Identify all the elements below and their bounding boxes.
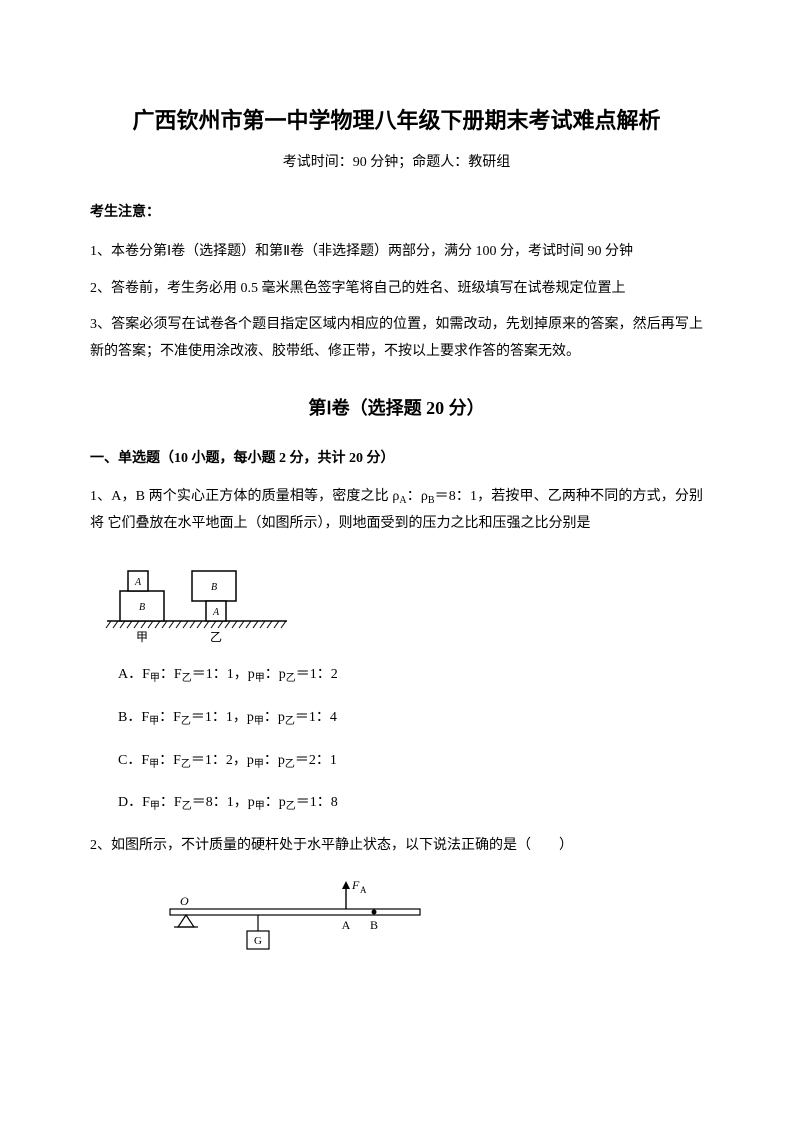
q1-stem-line2: 它们叠放在水平地面上（如图所示），则地面受到的压力之比和压强之比分别是 — [108, 516, 591, 531]
q1-option-a: A．F甲：F乙＝1：1，p甲：p乙＝1：2 — [118, 662, 703, 689]
exam-page: 广西钦州市第一中学物理八年级下册期末考试难点解析 考试时间：90 分钟；命题人：… — [0, 0, 793, 1122]
q1-option-d: D．F甲：F乙＝8：1，p甲：p乙＝1：8 — [118, 790, 703, 817]
q1-stem-pre: 1、A，B 两个实心正方体的质量相等，密度之比 ρ — [90, 489, 399, 504]
notice-1: 1、本卷分第Ⅰ卷（选择题）和第Ⅱ卷（非选择题）两部分，满分 100 分，考试时间… — [90, 239, 703, 266]
svg-text:A: A — [342, 918, 351, 932]
section1-heading: 一、单选题（10 小题，每小题 2 分，共计 20 分） — [90, 446, 703, 473]
q1-stem: 1、A，B 两个实心正方体的质量相等，密度之比 ρA：ρB＝8：1，若按甲、乙两… — [90, 484, 703, 537]
q2-stem: 2、如图所示，不计质量的硬杆处于水平静止状态，以下说法正确的是（ ） — [90, 833, 703, 860]
q1-option-b: B．F甲：F乙＝1：1，p甲：p乙＝1：4 — [118, 705, 703, 732]
q1-options: A．F甲：F乙＝1：1，p甲：p乙＝1：2 B．F甲：F乙＝1：1，p甲：p乙＝… — [118, 662, 703, 816]
q1-figure: A B B A 甲 乙 — [102, 551, 703, 646]
svg-text:A: A — [134, 577, 142, 588]
svg-text:A: A — [212, 607, 220, 618]
notice-2: 2、答卷前，考生务必用 0.5 毫米黑色签字笔将自己的姓名、班级填写在试卷规定位… — [90, 276, 703, 303]
svg-text:B: B — [370, 918, 378, 932]
svg-text:B: B — [211, 582, 217, 593]
page-subtitle: 考试时间：90 分钟；命题人：教研组 — [90, 150, 703, 177]
notice-3: 3、答案必须写在试卷各个题目指定区域内相应的位置，如需改动，先划掉原来的答案，然… — [90, 312, 703, 365]
q1-sub-a: A — [399, 495, 406, 506]
svg-text:O: O — [180, 894, 189, 908]
q1-stem-mid1: ：ρ — [407, 489, 428, 504]
page-title: 广西钦州市第一中学物理八年级下册期末考试难点解析 — [90, 100, 703, 142]
q2-figure: OGFAAB — [150, 873, 703, 968]
q1-option-c: C．F甲：F乙＝1：2，p甲：p乙＝2：1 — [118, 748, 703, 775]
svg-text:B: B — [139, 602, 145, 613]
svg-text:甲: 甲 — [136, 630, 148, 644]
svg-text:乙: 乙 — [210, 630, 222, 644]
svg-text:F: F — [351, 878, 360, 892]
svg-text:G: G — [254, 935, 262, 947]
svg-text:A: A — [360, 885, 367, 895]
notice-heading: 考生注意： — [90, 200, 703, 227]
part1-header: 第Ⅰ卷（选择题 20 分） — [90, 391, 703, 425]
